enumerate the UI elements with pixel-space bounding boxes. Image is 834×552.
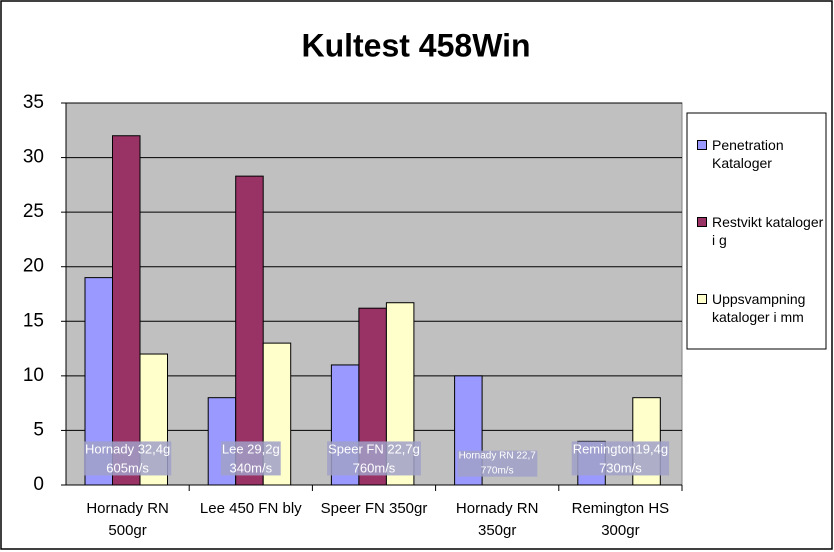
x-tick-label: Speer FN 350gr xyxy=(320,500,428,517)
annotation: Hornady RN 22,7 770m/s xyxy=(457,450,538,477)
y-tick-label: 5 xyxy=(33,419,44,440)
annotation: Lee 29,2g 340m/s xyxy=(220,441,281,476)
annotation-bg xyxy=(571,441,670,476)
x-tick-label: Hornady RN 350gr xyxy=(455,500,539,539)
legend-swatch xyxy=(697,294,707,304)
y-tick-label: 10 xyxy=(23,365,44,386)
annotation-text: 760m/s xyxy=(353,460,396,475)
annotation-text: 340m/s xyxy=(229,460,272,475)
y-tick-label: 15 xyxy=(23,310,44,331)
y-tick-label: 20 xyxy=(23,256,44,277)
legend-label: Penetration Kataloger xyxy=(712,137,784,171)
annotation-text: Hornady RN 22,7 xyxy=(459,451,537,462)
annotation-text: Lee 29,2g xyxy=(222,441,280,456)
annotation-text: 770m/s xyxy=(481,466,514,477)
annotation-text: Remington19,4g xyxy=(573,441,668,456)
bar xyxy=(112,135,141,486)
y-tick-label: 35 xyxy=(23,92,44,113)
annotation-bg xyxy=(83,441,172,476)
annotation: Speer FN 22,7g 760m/s xyxy=(327,441,421,476)
x-tick-label: Lee 450 FN bly xyxy=(199,500,302,517)
legend-swatch xyxy=(697,140,707,150)
chart-title: Kultest 458Win xyxy=(301,27,530,63)
y-tick-label: 0 xyxy=(33,474,44,495)
annotation-bg xyxy=(327,441,421,476)
annotation-text: Hornady 32,4g xyxy=(85,441,170,456)
annotation-bg xyxy=(457,450,538,477)
legend-swatch xyxy=(697,217,707,227)
x-tick-label: Hornady RN 500gr xyxy=(86,500,169,539)
annotation: Hornady 32,4g 605m/s xyxy=(83,441,172,476)
bar xyxy=(235,175,264,486)
y-tick-label: 25 xyxy=(23,201,44,222)
annotation: Remington19,4g 730m/s xyxy=(571,441,670,476)
annotation-text: 605m/s xyxy=(106,460,149,475)
x-tick-label: Remington HS 300gr xyxy=(571,500,670,539)
legend-label: Restvikt kataloger i g xyxy=(712,214,824,248)
y-tick-label: 30 xyxy=(23,147,44,168)
annotation-text: 730m/s xyxy=(599,460,642,475)
annotation-text: Speer FN 22,7g xyxy=(328,441,420,456)
annotation-bg xyxy=(220,441,281,476)
legend-box xyxy=(686,112,827,350)
legend-label: Uppsvampning kataloger i mm xyxy=(712,291,806,325)
